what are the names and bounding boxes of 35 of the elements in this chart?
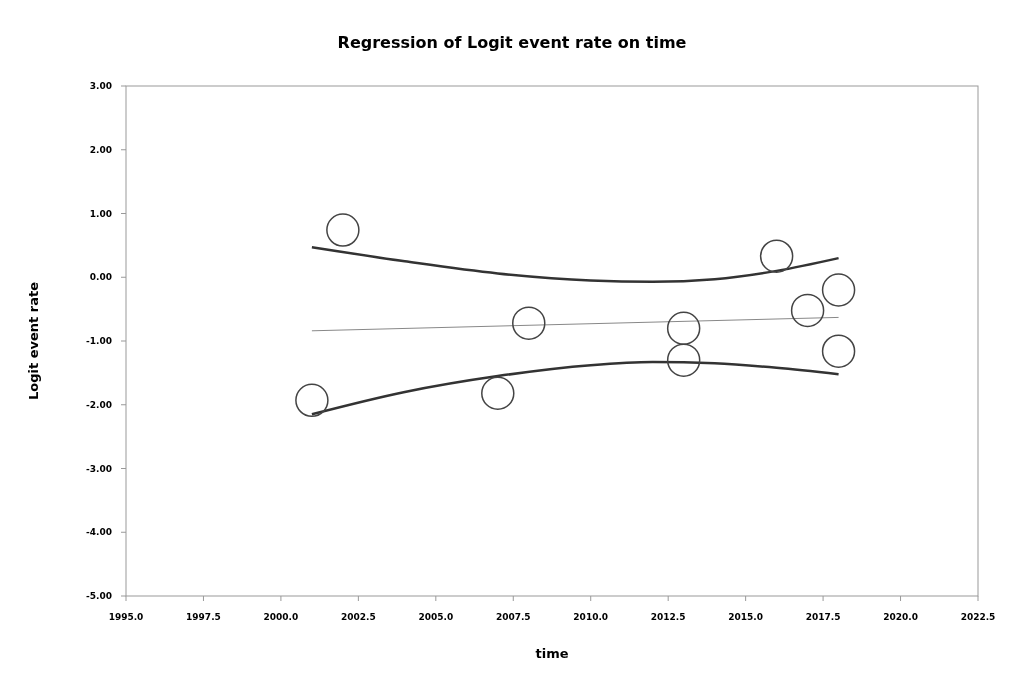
y-tick-label: -2.00: [86, 399, 112, 410]
y-tick-label: 0.00: [89, 272, 112, 283]
x-tick-label: 2020.0: [883, 612, 918, 622]
point: [821, 273, 856, 307]
y-tick-label: 3.00: [89, 81, 112, 91]
y-tick-label: 1.00: [89, 208, 112, 219]
point: [666, 311, 701, 345]
point: [326, 213, 360, 247]
x-tick-label: 2010.0: [573, 612, 609, 622]
x-tick-label: 2002.5: [341, 612, 376, 622]
x-tick-label: 2005.0: [418, 612, 454, 622]
x-tick-label: 2007.5: [495, 612, 531, 622]
y-tick-label: -5.00: [86, 591, 112, 601]
y-tick-label: -3.00: [86, 463, 112, 474]
x-tick-label: 2022.5: [960, 612, 996, 622]
point: [512, 306, 546, 340]
y-tick-label: 2.00: [89, 144, 112, 155]
chart-title: Regression of Logit event rate on time: [337, 33, 687, 52]
point: [295, 383, 329, 418]
point: [790, 293, 825, 328]
y-axis-title: Logit event rate: [26, 281, 41, 401]
line-series: [310, 246, 840, 283]
x-tick-label: 1995.0: [108, 612, 144, 622]
x-tick-label: 2015.0: [728, 612, 763, 622]
x-tick-label: 1997.5: [186, 612, 221, 622]
point: [759, 239, 794, 273]
x-tick-label: 2000.0: [263, 612, 299, 622]
point: [481, 376, 515, 411]
x-axis-title: time: [535, 646, 569, 661]
x-tick-label: 2017.5: [805, 612, 841, 622]
point: [821, 334, 856, 368]
point: [666, 343, 701, 377]
y-tick-label: -1.00: [86, 336, 112, 346]
x-tick-label: 2012.5: [650, 612, 686, 622]
y-tick-label: -4.00: [86, 527, 112, 538]
